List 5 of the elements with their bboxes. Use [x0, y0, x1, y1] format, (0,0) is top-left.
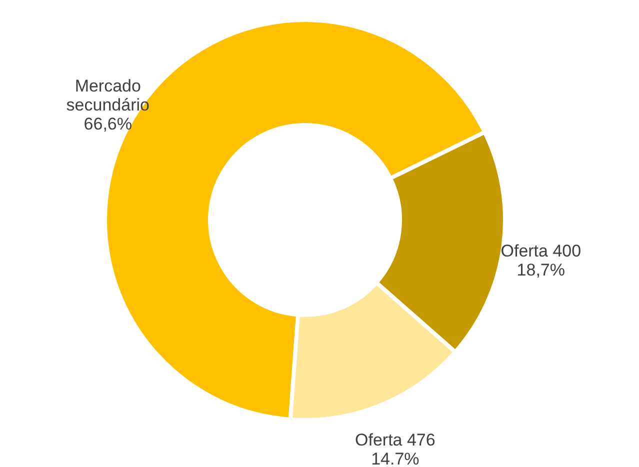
data-label: 14.7%	[371, 449, 420, 467]
data-label: 66,6%	[84, 114, 132, 134]
slice-label: Oferta 476	[354, 430, 436, 450]
slice-label: Oferta 400	[500, 242, 582, 261]
data-label: 18,7%	[516, 260, 565, 280]
